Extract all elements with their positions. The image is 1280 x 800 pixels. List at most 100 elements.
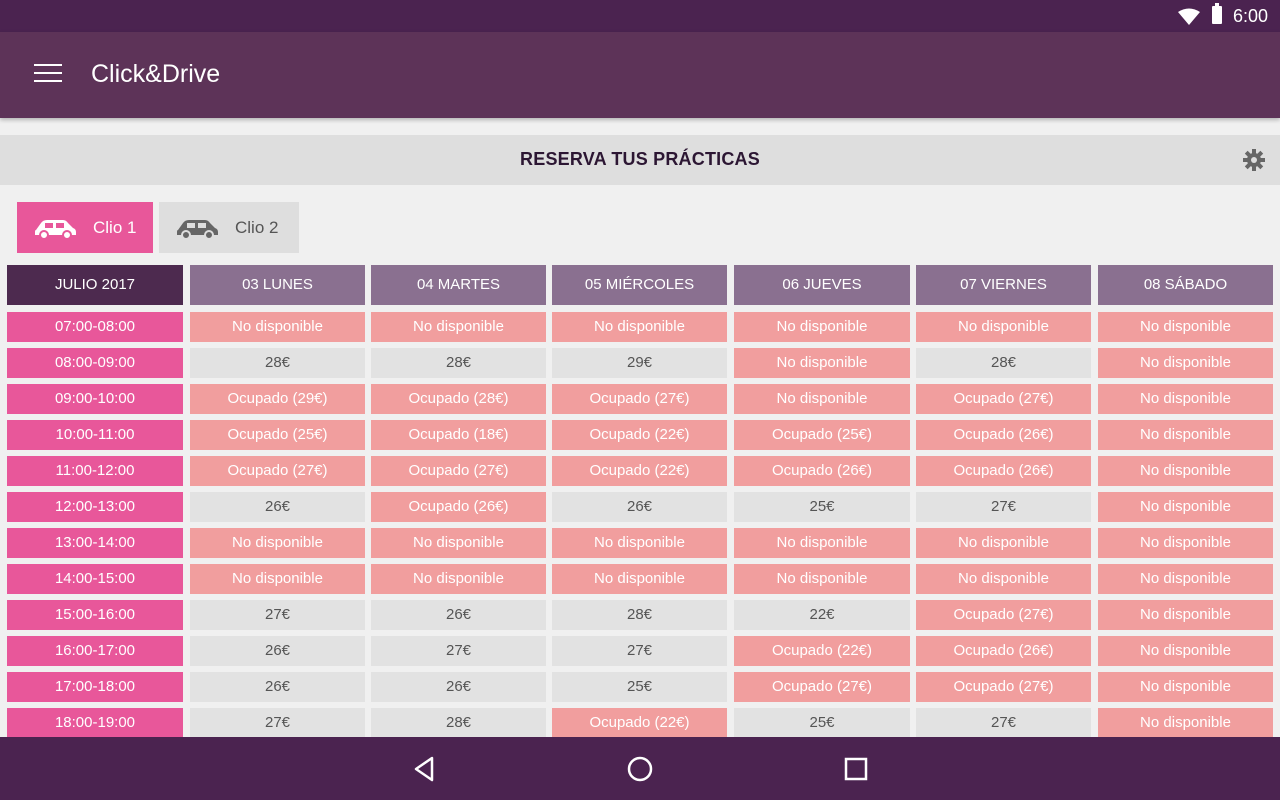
slot-unavailable: No disponible xyxy=(371,528,546,558)
time-slot-label: 18:00-19:00 xyxy=(7,708,183,738)
slot-unavailable: No disponible xyxy=(1098,636,1273,666)
slot-available[interactable]: 27€ xyxy=(371,636,546,666)
slot-booked: Ocupado (22€) xyxy=(552,708,727,738)
slot-unavailable: No disponible xyxy=(190,528,365,558)
slot-unavailable: No disponible xyxy=(552,528,727,558)
time-slot-label: 12:00-13:00 xyxy=(7,492,183,522)
slot-booked: Ocupado (27€) xyxy=(734,672,910,702)
day-header: 08 SÁBADO xyxy=(1098,265,1273,305)
slot-available[interactable]: 28€ xyxy=(371,348,546,378)
slot-available[interactable]: 25€ xyxy=(552,672,727,702)
slot-booked: Ocupado (27€) xyxy=(190,456,365,486)
slot-booked: Ocupado (22€) xyxy=(552,420,727,450)
slot-booked: Ocupado (26€) xyxy=(916,456,1091,486)
status-bar: 6:00 xyxy=(0,0,1280,32)
slot-unavailable: No disponible xyxy=(1098,528,1273,558)
slot-available[interactable]: 28€ xyxy=(371,708,546,738)
car-tab-label: Clio 2 xyxy=(235,217,279,237)
slot-unavailable: No disponible xyxy=(371,312,546,342)
day-header: 03 LUNES xyxy=(190,265,365,305)
slot-unavailable: No disponible xyxy=(1098,456,1273,486)
slot-available[interactable]: 27€ xyxy=(916,708,1091,738)
slot-unavailable: No disponible xyxy=(734,528,910,558)
page-title: RESERVA TUS PRÁCTICAS xyxy=(520,149,760,169)
app-bar: Click&Drive xyxy=(0,32,1280,118)
navigation-bar xyxy=(0,737,1280,800)
slot-unavailable: No disponible xyxy=(916,528,1091,558)
time-slot-label: 17:00-18:00 xyxy=(7,672,183,702)
month-header: JULIO 2017 xyxy=(7,265,183,305)
recents-icon[interactable] xyxy=(842,755,870,783)
status-time: 6:00 xyxy=(1232,6,1268,26)
slot-booked: Ocupado (26€) xyxy=(371,492,546,522)
slot-available[interactable]: 27€ xyxy=(552,636,727,666)
time-slot-label: 15:00-16:00 xyxy=(7,600,183,630)
slot-booked: Ocupado (27€) xyxy=(916,384,1091,414)
day-header: 05 MIÉRCOLES xyxy=(552,265,727,305)
menu-icon[interactable] xyxy=(34,64,62,84)
slot-available[interactable]: 27€ xyxy=(190,708,365,738)
slot-available[interactable]: 22€ xyxy=(734,600,910,630)
slot-booked: Ocupado (26€) xyxy=(916,420,1091,450)
slot-booked: Ocupado (28€) xyxy=(371,384,546,414)
time-slot-label: 08:00-09:00 xyxy=(7,348,183,378)
slot-unavailable: No disponible xyxy=(552,564,727,594)
gear-icon[interactable] xyxy=(1242,148,1266,172)
day-header: 04 MARTES xyxy=(371,265,546,305)
slot-booked: Ocupado (29€) xyxy=(190,384,365,414)
time-slot-label: 16:00-17:00 xyxy=(7,636,183,666)
slot-booked: Ocupado (25€) xyxy=(190,420,365,450)
slot-unavailable: No disponible xyxy=(1098,420,1273,450)
slot-booked: Ocupado (22€) xyxy=(734,636,910,666)
slot-available[interactable]: 25€ xyxy=(734,492,910,522)
slot-booked: Ocupado (27€) xyxy=(916,600,1091,630)
wifi-icon xyxy=(1178,8,1200,25)
car-icon xyxy=(35,219,76,240)
time-slot-label: 07:00-08:00 xyxy=(7,312,183,342)
slot-available[interactable]: 26€ xyxy=(371,600,546,630)
slot-unavailable: No disponible xyxy=(1098,600,1273,630)
slot-unavailable: No disponible xyxy=(371,564,546,594)
slot-unavailable: No disponible xyxy=(190,564,365,594)
slot-booked: Ocupado (27€) xyxy=(552,384,727,414)
time-slot-label: 11:00-12:00 xyxy=(7,456,183,486)
time-slot-label: 10:00-11:00 xyxy=(7,420,183,450)
time-slot-label: 09:00-10:00 xyxy=(7,384,183,414)
slot-booked: Ocupado (27€) xyxy=(371,456,546,486)
slot-available[interactable]: 27€ xyxy=(190,600,365,630)
slot-available[interactable]: 26€ xyxy=(190,636,365,666)
battery-icon xyxy=(1212,3,1222,24)
car-tab-clio-2[interactable]: Clio 2 xyxy=(159,202,299,253)
home-icon[interactable] xyxy=(626,755,654,783)
slot-unavailable: No disponible xyxy=(1098,384,1273,414)
slot-unavailable: No disponible xyxy=(1098,492,1273,522)
time-slot-label: 14:00-15:00 xyxy=(7,564,183,594)
slot-booked: Ocupado (25€) xyxy=(734,420,910,450)
slot-booked: Ocupado (18€) xyxy=(371,420,546,450)
slot-unavailable: No disponible xyxy=(1098,312,1273,342)
slot-available[interactable]: 28€ xyxy=(916,348,1091,378)
slot-available[interactable]: 26€ xyxy=(552,492,727,522)
car-tab-clio-1[interactable]: Clio 1 xyxy=(17,202,153,253)
back-icon[interactable] xyxy=(410,755,438,783)
slot-unavailable: No disponible xyxy=(552,312,727,342)
time-slot-label: 13:00-14:00 xyxy=(7,528,183,558)
slot-available[interactable]: 26€ xyxy=(190,672,365,702)
slot-available[interactable]: 26€ xyxy=(190,492,365,522)
slot-available[interactable]: 29€ xyxy=(552,348,727,378)
slot-booked: Ocupado (22€) xyxy=(552,456,727,486)
slot-available[interactable]: 28€ xyxy=(552,600,727,630)
slot-booked: Ocupado (27€) xyxy=(916,672,1091,702)
slot-available[interactable]: 28€ xyxy=(190,348,365,378)
slot-booked: Ocupado (26€) xyxy=(916,636,1091,666)
slot-booked: Ocupado (26€) xyxy=(734,456,910,486)
slot-unavailable: No disponible xyxy=(1098,708,1273,738)
car-tab-label: Clio 1 xyxy=(93,217,137,237)
slot-unavailable: No disponible xyxy=(1098,564,1273,594)
slot-unavailable: No disponible xyxy=(916,312,1091,342)
car-icon xyxy=(177,219,218,240)
slot-available[interactable]: 25€ xyxy=(734,708,910,738)
slot-available[interactable]: 27€ xyxy=(916,492,1091,522)
slot-unavailable: No disponible xyxy=(916,564,1091,594)
slot-available[interactable]: 26€ xyxy=(371,672,546,702)
